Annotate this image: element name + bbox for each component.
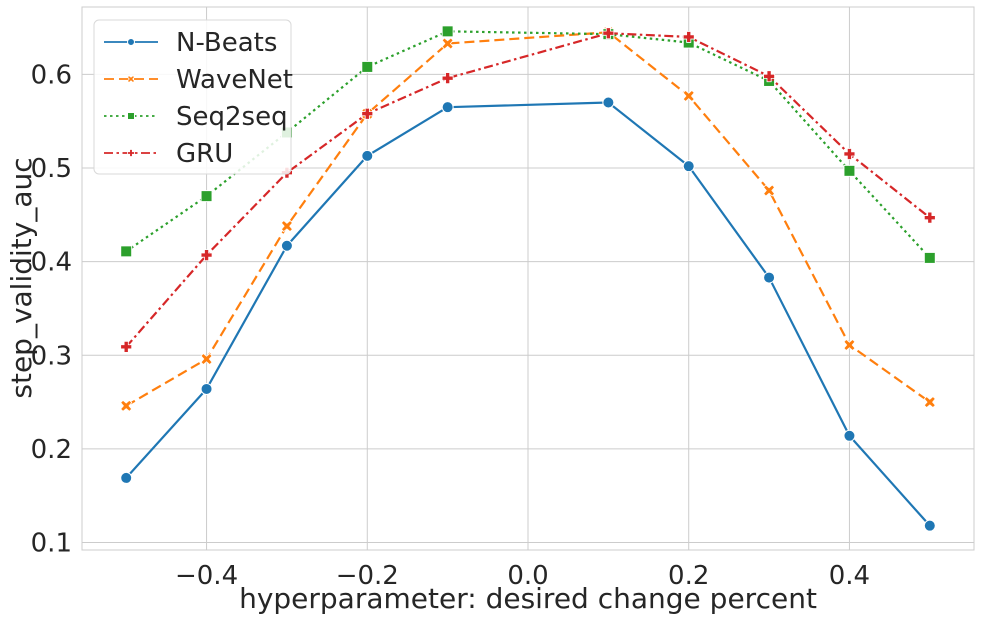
data-point-gru [120,340,133,353]
legend-swatch-marker [127,112,135,120]
legend-label: Seq2seq [176,102,288,132]
x-tick-label: −0.4 [175,561,238,591]
legend-swatch-marker [126,74,136,84]
data-point-n-beats [280,239,293,252]
series-n-beats [120,96,936,532]
data-point-wavenet [120,399,133,412]
series-line-seq2seq [125,30,931,259]
series-line-n-beats [125,101,931,527]
data-point-gru [602,27,615,40]
data-point-gru [843,148,856,160]
y-tick-labels: 0.1 0.2 0.3 0.4 0.5 0.6 [31,60,72,558]
data-point-gru [763,70,775,83]
data-point-wavenet [200,352,213,366]
y-tick-label: 0.3 [31,341,72,371]
data-point-wavenet [441,37,454,50]
data-point-seq2seq [361,60,374,73]
y-axis-label: step_validity_auc [5,157,38,398]
x-tick-label: 0.0 [507,561,548,591]
data-point-n-beats [602,96,615,109]
legend-item-seq2seq: Seq2seq [104,102,288,132]
legend-box [93,19,292,175]
data-point-n-beats [843,429,856,442]
data-point-seq2seq [200,190,213,203]
series-layer [120,25,936,532]
data-point-seq2seq [120,245,133,258]
legend-swatch-marker [127,149,135,157]
x-tick-label: 0.4 [829,561,870,591]
legend: N-Beats WaveNet Seq2seq GRU [93,19,293,175]
y-tick-label: 0.4 [31,248,72,278]
series-line-wavenet [125,31,931,407]
data-point-n-beats [923,519,936,532]
data-point-gru [200,249,213,261]
data-point-seq2seq [843,164,856,177]
data-point-n-beats [441,101,454,114]
legend-label: GRU [176,139,233,169]
legend-swatch-marker [127,38,135,46]
legend-label: WaveNet [176,65,293,95]
data-point-wavenet [682,89,695,102]
data-point-seq2seq [923,251,936,264]
data-point-gru [682,31,695,43]
data-point-gru [441,72,454,85]
data-point-wavenet [843,338,856,352]
series-gru [120,27,936,353]
legend-label: N-Beats [176,28,277,58]
data-point-n-beats [200,382,213,395]
y-tick-label: 0.6 [31,60,72,90]
x-tick-label: 0.2 [668,561,709,591]
legend-item-gru: GRU [104,139,233,169]
data-point-n-beats [120,471,133,484]
data-point-wavenet [923,396,936,409]
grid-lines [82,7,974,550]
x-tick-labels: −0.4 −0.2 0.0 0.2 0.4 [175,561,870,591]
data-point-wavenet [280,220,293,233]
plot-frame [81,6,975,551]
data-point-gru [361,107,374,120]
y-tick-label: 0.1 [31,529,72,559]
y-tick-label: 0.2 [31,435,72,465]
data-point-n-beats [361,149,374,162]
legend-item-wavenet: WaveNet [104,65,293,95]
series-line-gru [125,32,931,348]
x-tick-label: −0.2 [336,561,399,591]
legend-item-n-beats: N-Beats [104,28,277,58]
y-tick-label: 0.5 [31,154,72,184]
x-axis-label: hyperparameter: desired change percent [239,582,817,615]
data-point-seq2seq [441,25,454,38]
data-point-gru [923,211,936,224]
data-point-wavenet [763,184,776,197]
data-point-n-beats [682,160,695,173]
data-point-n-beats [763,271,776,284]
